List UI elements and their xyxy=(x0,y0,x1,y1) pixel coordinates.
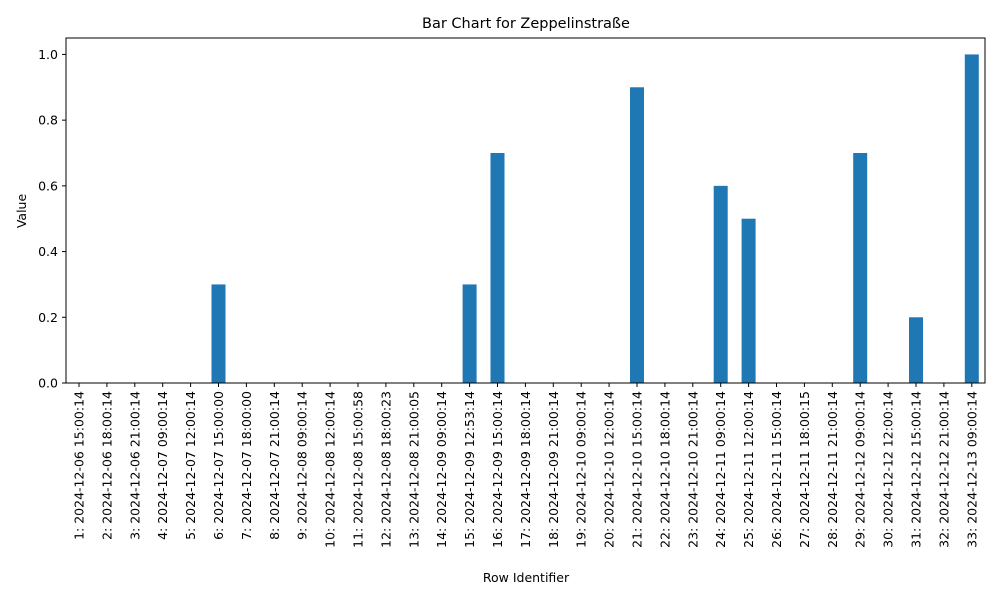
y-tick-label: 0.4 xyxy=(38,244,58,259)
x-tick-label: 12: 2024-12-08 18:00:23 xyxy=(378,391,393,548)
x-tick-label: 11: 2024-12-08 15:00:58 xyxy=(351,391,366,548)
y-tick-label: 1.0 xyxy=(38,47,58,62)
x-tick-label: 30: 2024-12-12 12:00:14 xyxy=(881,391,896,548)
x-axis-label: Row Identifier xyxy=(483,570,570,585)
bar xyxy=(490,153,505,383)
chart-title: Bar Chart for Zeppelinstraße xyxy=(422,16,630,32)
x-tick-label: 25: 2024-12-11 12:00:14 xyxy=(741,391,756,548)
x-tick-label: 10: 2024-12-08 12:00:14 xyxy=(323,391,338,548)
x-tick-label: 16: 2024-12-09 15:00:14 xyxy=(490,391,505,548)
x-tick-label: 7: 2024-12-07 18:00:00 xyxy=(239,391,254,540)
y-tick-label: 0.8 xyxy=(38,113,58,128)
x-tick-label: 27: 2024-12-11 18:00:15 xyxy=(797,391,812,548)
x-tick-label: 1: 2024-12-06 15:00:14 xyxy=(72,391,87,540)
x-tick-label: 3: 2024-12-06 21:00:14 xyxy=(127,391,142,540)
bar xyxy=(713,185,728,383)
x-tick-label: 6: 2024-12-07 15:00:00 xyxy=(211,391,226,540)
bar xyxy=(741,218,756,383)
x-tick-label: 19: 2024-12-10 09:00:14 xyxy=(574,391,589,548)
x-axis-ticks: 1: 2024-12-06 15:00:14 2: 2024-12-06 18:0… xyxy=(72,383,979,548)
x-tick-label: 9: 2024-12-08 09:00:14 xyxy=(295,391,310,540)
x-tick-label: 14: 2024-12-09 09:00:14 xyxy=(434,391,449,548)
y-tick-label: 0.2 xyxy=(38,310,58,325)
x-tick-label: 8: 2024-12-07 21:00:14 xyxy=(267,391,282,540)
x-tick-label: 20: 2024-12-10 12:00:14 xyxy=(602,391,617,548)
x-tick-label: 23: 2024-12-10 21:00:14 xyxy=(685,391,700,548)
x-tick-label: 21: 2024-12-10 15:00:14 xyxy=(630,391,645,548)
y-axis-label: Value xyxy=(14,194,29,229)
bar xyxy=(462,284,477,383)
bar xyxy=(630,87,644,383)
y-tick-label: 0.0 xyxy=(38,376,58,391)
x-tick-label: 28: 2024-12-11 21:00:14 xyxy=(825,391,840,548)
x-tick-label: 29: 2024-12-12 09:00:14 xyxy=(853,391,868,548)
x-tick-label: 4: 2024-12-07 09:00:14 xyxy=(155,391,170,540)
y-axis-ticks: 0.0 0.2 0.4 0.6 0.8 1.0 xyxy=(38,47,66,391)
bars-group xyxy=(211,54,979,384)
plot-area-frame xyxy=(65,37,986,384)
bar xyxy=(211,284,226,383)
x-tick-label: 24: 2024-12-11 09:00:14 xyxy=(713,391,728,548)
x-tick-label: 33: 2024-12-13 09:00:14 xyxy=(964,391,979,548)
x-tick-label: 13: 2024-12-08 21:00:05 xyxy=(406,391,421,548)
x-tick-label: 31: 2024-12-12 15:00:14 xyxy=(909,391,924,548)
x-tick-label: 26: 2024-12-11 15:00:14 xyxy=(769,391,784,548)
x-tick-label: 2: 2024-12-06 18:00:14 xyxy=(99,391,114,540)
x-tick-label: 5: 2024-12-07 12:00:14 xyxy=(183,391,198,540)
x-tick-label: 22: 2024-12-10 18:00:14 xyxy=(657,391,672,548)
x-tick-label: 32: 2024-12-12 21:00:14 xyxy=(936,391,951,548)
bar xyxy=(964,54,979,384)
bar xyxy=(853,153,868,383)
y-tick-label: 0.6 xyxy=(38,178,58,193)
x-tick-label: 15: 2024-12-09 12:53:14 xyxy=(462,391,477,548)
bar xyxy=(909,317,923,383)
x-tick-label: 17: 2024-12-09 18:00:14 xyxy=(518,391,533,548)
x-tick-label: 18: 2024-12-09 21:00:14 xyxy=(546,391,561,548)
